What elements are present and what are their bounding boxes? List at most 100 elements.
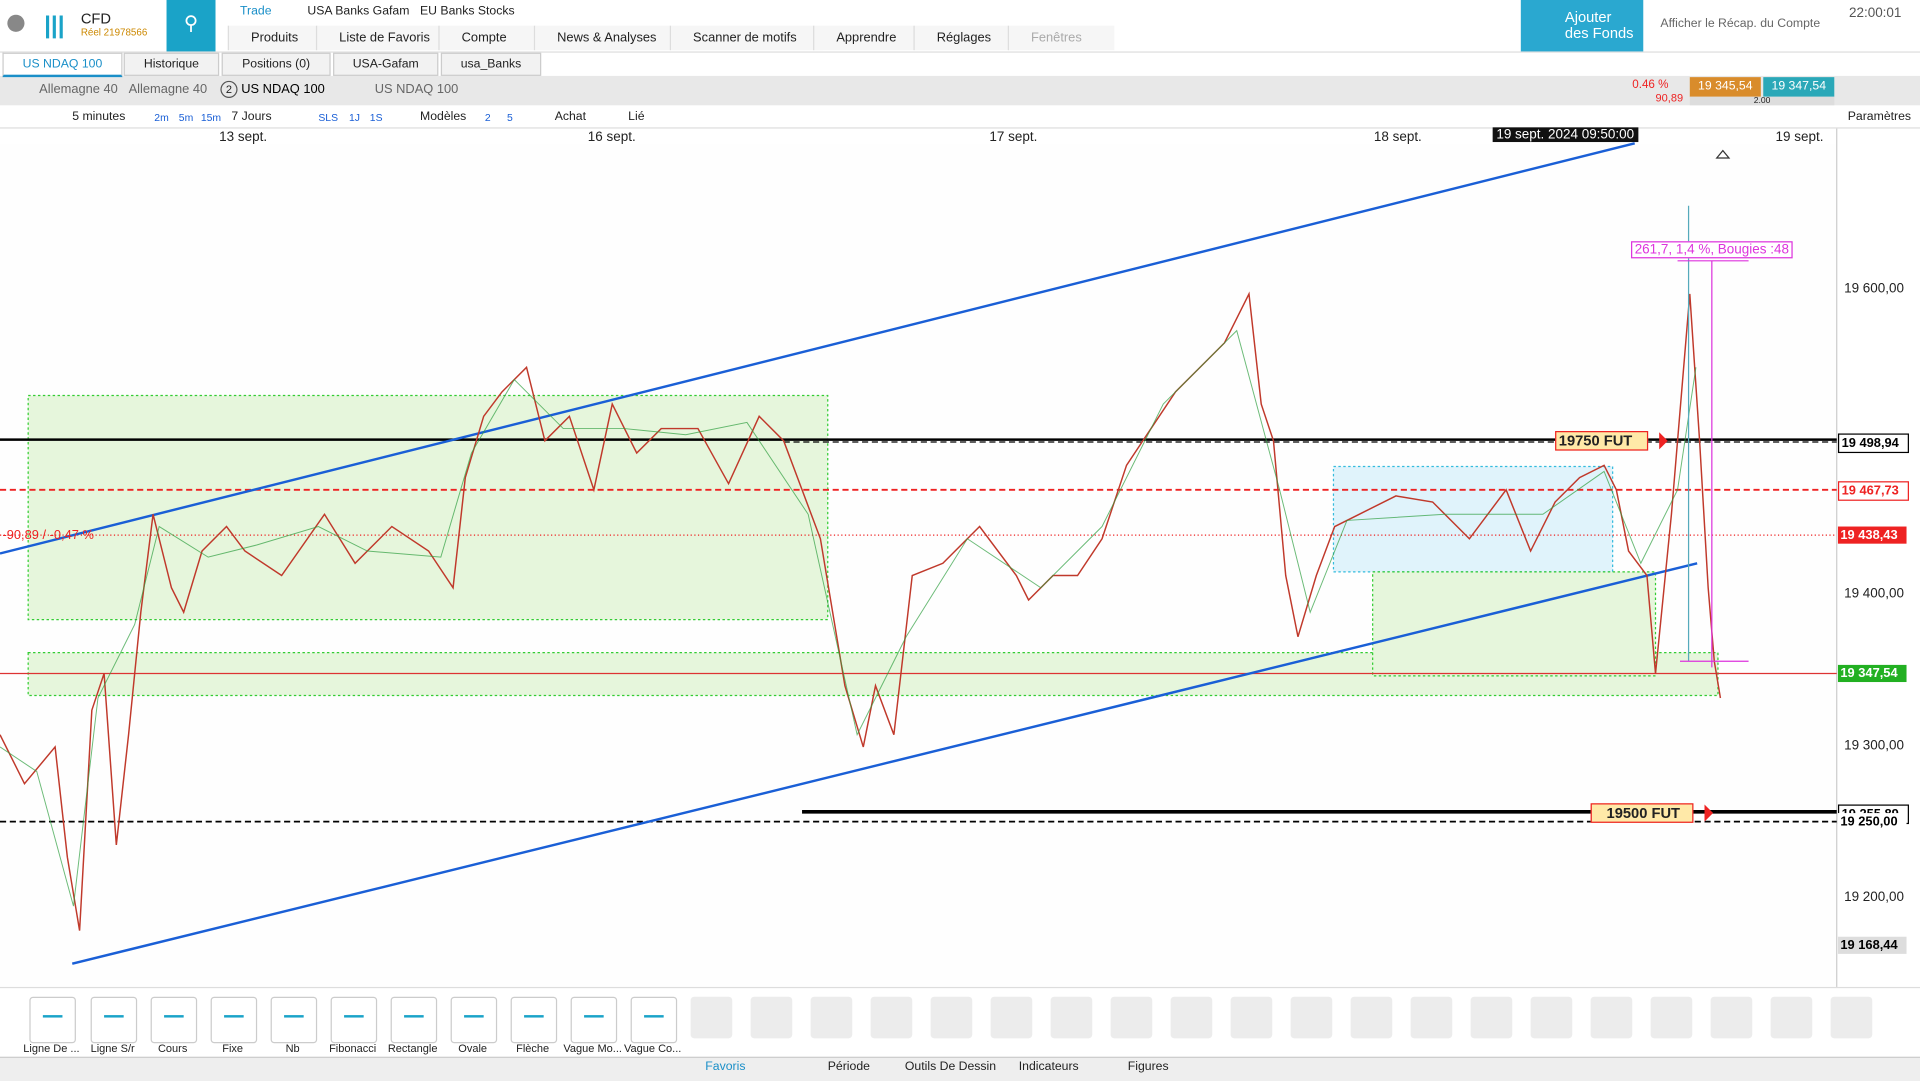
tool-placeholder [1110, 996, 1153, 1039]
sell-price[interactable]: 19 345,54 [1689, 77, 1761, 97]
menu-item[interactable]: News & Analyses [533, 25, 690, 51]
account-summary[interactable]: Afficher le Récap. du Compte [1660, 17, 1821, 31]
linked-toggle[interactable]: Lié [628, 110, 645, 124]
workspace-tab[interactable]: usa_Banks [440, 52, 542, 76]
price-tag: 19 467,73 [1837, 481, 1909, 501]
bottom-tab[interactable]: Favoris [705, 1060, 746, 1074]
buy-toggle[interactable]: Achat [554, 110, 587, 124]
tool-label[interactable]: Ovale [458, 1042, 488, 1055]
tool-button[interactable] [90, 996, 138, 1044]
range[interactable]: 7 Jours [231, 110, 272, 124]
tool-placeholder [1590, 996, 1633, 1039]
spread: 2.00 [1689, 96, 1835, 106]
tool-label[interactable]: Fixe [222, 1042, 244, 1055]
workspace-tab[interactable]: Positions (0) [221, 52, 331, 76]
tool-button[interactable] [570, 996, 618, 1044]
interval-button[interactable]: 2m [154, 111, 169, 124]
tool-placeholder [1650, 996, 1693, 1039]
chart-tab[interactable]: US NDAQ 100 [374, 82, 459, 97]
bottom-tab[interactable]: Période [827, 1060, 870, 1074]
tool-placeholder [1170, 996, 1213, 1039]
tool-label[interactable]: Rectangle [387, 1042, 438, 1055]
settings[interactable]: Paramètres [1847, 110, 1912, 124]
tool-button[interactable] [270, 996, 318, 1044]
workspace-tab[interactable]: USA-Gafam [333, 52, 439, 76]
tool-button[interactable] [450, 996, 498, 1044]
tool-label[interactable]: Nb [285, 1042, 300, 1055]
chart-tab-number: 2 [220, 80, 238, 98]
bottom-bar [0, 1056, 1920, 1081]
chart-tab[interactable]: Allemagne 40 [39, 82, 118, 97]
bottom-tab[interactable]: Outils De Dessin [904, 1060, 997, 1074]
change-label: -90,89 / -0,47 % [2, 527, 94, 543]
tool-label[interactable]: Cours [157, 1042, 188, 1055]
interval-button[interactable]: 5m [178, 111, 194, 124]
tool-placeholder [1710, 996, 1753, 1039]
tool-placeholder [1530, 996, 1573, 1039]
add-funds-label[interactable]: Ajouter des Fonds [1564, 8, 1634, 42]
tool-button[interactable] [390, 996, 438, 1044]
tool-label[interactable]: Fibonacci [329, 1042, 377, 1055]
tool-placeholder [1230, 996, 1273, 1039]
price-tick: 19 300,00 [1844, 738, 1905, 754]
menu-item[interactable]: Produits [227, 25, 332, 51]
top-tab[interactable]: USA Banks Gafam [307, 4, 410, 19]
menu-item[interactable]: Apprendre [813, 25, 932, 51]
logo: ||| [44, 12, 65, 40]
chart-tab[interactable]: Allemagne 40 [128, 82, 208, 97]
range-button[interactable]: 1J [348, 111, 360, 124]
price-tick: 19 400,00 [1844, 586, 1905, 602]
search-button[interactable]: ⚲ [166, 0, 216, 52]
tool-placeholder [690, 996, 733, 1039]
chart-tab-bar [0, 75, 1920, 106]
workspace-tab[interactable]: US NDAQ 100 [2, 52, 123, 78]
tool-label[interactable]: Vague Co... [623, 1042, 682, 1055]
range-button[interactable]: 1S [369, 111, 383, 124]
menu-item[interactable]: Réglages [913, 25, 1021, 51]
tool-placeholder [1290, 996, 1333, 1039]
tool-label[interactable]: Ligne S/r [90, 1042, 135, 1055]
menu-item[interactable]: Fenêtres [1007, 25, 1115, 51]
tool-button[interactable] [510, 996, 558, 1044]
tool-button[interactable] [330, 996, 378, 1044]
bottom-tab[interactable]: Figures [1127, 1060, 1169, 1074]
price-tag: 19 250,00 [1837, 813, 1907, 831]
menu-item[interactable]: Liste de Favoris [315, 25, 458, 51]
price-tag: 19 168,44 [1837, 936, 1907, 954]
fut-label: 19500 FUT [1590, 803, 1694, 823]
workspace-tab[interactable]: Historique [123, 52, 220, 76]
tool-placeholder [1470, 996, 1513, 1039]
menu-item[interactable]: Scanner de motifs [669, 25, 823, 51]
price-tag: 19 498,94 [1837, 433, 1909, 454]
add-funds-button[interactable]: Ajouter des Fonds [1520, 0, 1644, 52]
models[interactable]: Modèles [420, 110, 467, 124]
count-button[interactable]: 5 [506, 111, 513, 124]
menu-item[interactable]: Compte [438, 25, 550, 51]
buy-price[interactable]: 19 347,54 [1763, 77, 1835, 97]
change-pts: 90,89 [1655, 91, 1684, 105]
tool-button[interactable] [29, 996, 76, 1044]
user-icon[interactable] [7, 14, 25, 32]
tool-placeholder [930, 996, 973, 1039]
tool-label[interactable]: Flèche [516, 1042, 550, 1055]
change-pct: 0.46 % [1632, 78, 1669, 92]
interval-button[interactable]: 15m [200, 111, 222, 124]
top-tab[interactable]: EU Banks Stocks [420, 4, 515, 19]
date-label: 19 sept. [1775, 129, 1824, 145]
tool-button[interactable] [210, 996, 258, 1044]
range-button[interactable]: SLS [318, 111, 339, 124]
interval[interactable]: 5 minutes [72, 110, 126, 124]
measure-label: 261,7, 1,4 %, Bougies :48 [1631, 241, 1793, 259]
tool-label[interactable]: Vague Mo... [563, 1042, 622, 1055]
tool-button[interactable] [630, 996, 678, 1044]
tool-placeholder [870, 996, 913, 1039]
tool-label[interactable]: Ligne De ... [23, 1042, 80, 1055]
bottom-tab[interactable]: Indicateurs [1018, 1060, 1079, 1074]
top-tab[interactable]: Trade [240, 4, 272, 19]
count-button[interactable]: 2 [484, 111, 491, 124]
chart-tab[interactable]: US NDAQ 100 [241, 82, 325, 97]
tool-placeholder [990, 996, 1033, 1039]
tool-placeholder [1050, 996, 1093, 1039]
tool-button[interactable] [150, 996, 198, 1044]
